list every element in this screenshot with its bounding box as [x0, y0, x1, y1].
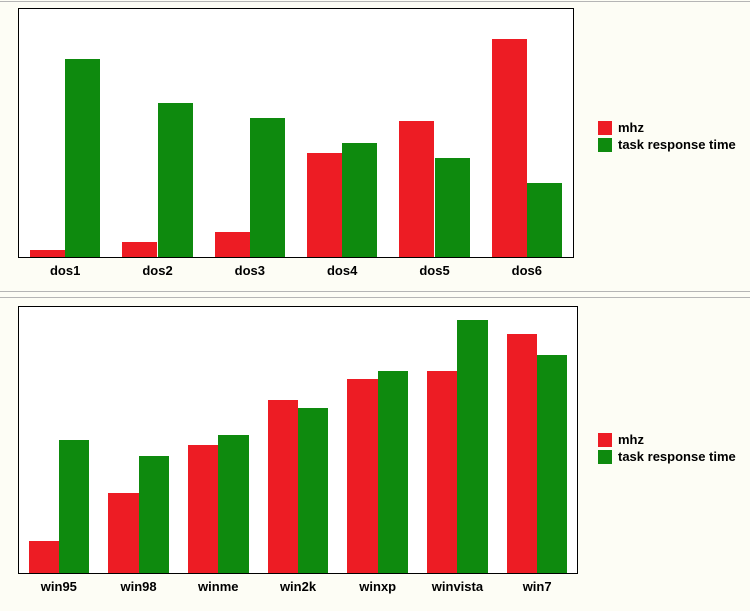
bar-mhz — [399, 121, 434, 257]
chart-win-legend: mhz task response time — [598, 432, 736, 466]
bar-mhz — [188, 445, 218, 573]
legend-swatch-mhz — [598, 121, 612, 135]
legend-swatch-task — [598, 450, 612, 464]
bar-task — [378, 371, 408, 573]
bar-mhz — [307, 153, 342, 257]
category-label: dos4 — [327, 263, 357, 278]
bar-mhz — [427, 371, 457, 573]
legend-label: mhz — [618, 432, 644, 447]
category-label: win98 — [121, 579, 157, 594]
chart-dos-bars: dos1dos2dos3dos4dos5dos6 — [19, 9, 573, 257]
bar-task — [457, 320, 487, 573]
legend-label: task response time — [618, 449, 736, 464]
chart-dos-panel: dos1dos2dos3dos4dos5dos6 mhz task respon… — [0, 0, 750, 295]
category-label: dos2 — [142, 263, 172, 278]
bar-mhz — [507, 334, 537, 573]
legend-item-mhz: mhz — [598, 120, 736, 135]
legend-label: mhz — [618, 120, 644, 135]
category-label: winme — [198, 579, 238, 594]
chart-win-plot: win95win98winmewin2kwinxpwinvistawin7 — [18, 306, 578, 574]
legend-label: task response time — [618, 137, 736, 152]
bar-task — [527, 183, 562, 257]
category-label: dos3 — [235, 263, 265, 278]
bar-mhz — [492, 39, 527, 257]
legend-item-task: task response time — [598, 137, 736, 152]
bar-mhz — [29, 541, 59, 573]
page: dos1dos2dos3dos4dos5dos6 mhz task respon… — [0, 0, 750, 611]
chart-dos-plot: dos1dos2dos3dos4dos5dos6 — [18, 8, 574, 258]
legend-item-mhz: mhz — [598, 432, 736, 447]
category-label: win7 — [523, 579, 552, 594]
bar-mhz — [30, 250, 65, 257]
bar-task — [435, 158, 470, 257]
category-label: win95 — [41, 579, 77, 594]
bar-task — [250, 118, 285, 257]
legend-swatch-mhz — [598, 433, 612, 447]
bar-task — [59, 440, 89, 573]
bar-mhz — [122, 242, 157, 257]
category-label: dos6 — [512, 263, 542, 278]
bar-task — [158, 103, 193, 257]
legend-swatch-task — [598, 138, 612, 152]
divider-mid-bottom — [0, 297, 750, 298]
bar-mhz — [215, 232, 250, 257]
category-label: dos1 — [50, 263, 80, 278]
chart-dos-legend: mhz task response time — [598, 120, 736, 154]
bar-task — [342, 143, 377, 257]
bar-task — [298, 408, 328, 573]
bar-task — [65, 59, 100, 257]
category-label: winxp — [359, 579, 396, 594]
legend-item-task: task response time — [598, 449, 736, 464]
chart-win-panel: win95win98winmewin2kwinxpwinvistawin7 mh… — [0, 302, 750, 607]
bar-mhz — [108, 493, 138, 573]
category-label: winvista — [432, 579, 483, 594]
bar-task — [537, 355, 567, 573]
bar-task — [218, 435, 248, 573]
chart-win-bars: win95win98winmewin2kwinxpwinvistawin7 — [19, 307, 577, 573]
category-label: win2k — [280, 579, 316, 594]
bar-mhz — [347, 379, 377, 573]
bar-task — [139, 456, 169, 573]
bar-mhz — [268, 400, 298, 573]
category-label: dos5 — [419, 263, 449, 278]
divider-mid-top — [0, 291, 750, 292]
